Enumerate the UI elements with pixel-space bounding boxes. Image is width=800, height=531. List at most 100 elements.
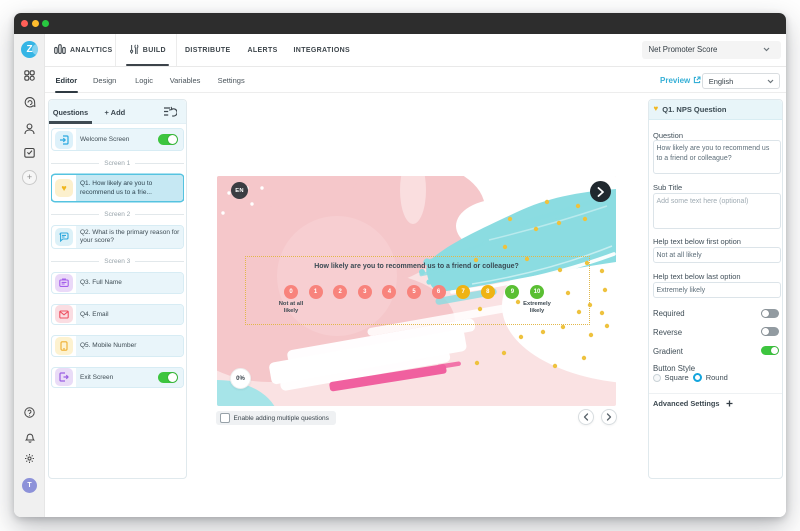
build-icon	[129, 44, 139, 57]
questions-panel: Questions + Add Welcome Screen Screen 1 ♥ Q…	[47, 99, 187, 479]
question-card-body: Exit Screen	[76, 367, 183, 387]
window-titlebar	[14, 13, 786, 34]
prev-page-button[interactable]	[578, 409, 595, 426]
tab-editor[interactable]: Editor	[54, 67, 79, 93]
language-badge[interactable]: EN	[231, 182, 248, 199]
radio-round[interactable]	[692, 373, 702, 383]
nps-button-4[interactable]: 4	[382, 285, 397, 299]
add-icon[interactable]: +	[14, 169, 45, 185]
app-window: Z	[14, 13, 786, 517]
question-card[interactable]: Q3. Full Name	[51, 272, 184, 294]
question-card[interactable]: Exit Screen	[51, 366, 184, 388]
add-question-button[interactable]: + Add	[104, 107, 126, 117]
person-icon[interactable]	[14, 122, 45, 135]
tab-logic[interactable]: Logic	[135, 75, 154, 85]
nps-button-8[interactable]: 8	[480, 285, 495, 299]
phone-icon	[55, 336, 73, 355]
nps-button-1[interactable]: 1	[308, 285, 323, 299]
nps-button-7[interactable]: 7	[456, 285, 471, 299]
next-page-button[interactable]	[600, 409, 617, 426]
nps-button-5[interactable]: 5	[407, 285, 421, 299]
nav-item-alerts[interactable]: ALERTS	[248, 34, 278, 66]
screen-divider-label: Screen 2	[104, 210, 131, 218]
nav-item-analytics[interactable]: ANALYTICS	[54, 34, 113, 66]
question-card-label: Q2. What is the primary reason for your …	[80, 228, 180, 245]
apps-grid-icon[interactable]	[14, 70, 45, 82]
question-icon-cell	[52, 226, 76, 248]
question-card-label: Q1. How likely are you to recommend us t…	[80, 180, 153, 196]
heart-icon: ♥	[653, 104, 659, 114]
divider-line	[135, 260, 184, 262]
question-card[interactable]: ♥ Q1. How likely are you to recommend us …	[51, 174, 184, 202]
brand-logo[interactable]: Z	[14, 41, 45, 58]
zoom-window-button[interactable]	[41, 19, 49, 27]
multiple-questions-checkbox[interactable]	[220, 413, 230, 423]
tab-design[interactable]: Design	[93, 75, 117, 85]
reorder-questions-icon[interactable]	[163, 105, 178, 123]
nps-button-6[interactable]: 6	[431, 285, 446, 299]
help-last-label: Help text below last option	[653, 271, 741, 281]
nav-separator	[115, 34, 116, 66]
question-list: Welcome Screen Screen 1 ♥ Q1. How likely ar…	[51, 128, 184, 476]
screen-divider-label: Screen 3	[104, 257, 131, 265]
help-last-input[interactable]: Extremely likely	[652, 282, 781, 298]
questions-tab-underline	[49, 121, 92, 124]
question-label: Question	[653, 130, 684, 140]
advanced-settings[interactable]: Advanced Settings	[653, 399, 733, 408]
close-window-button[interactable]	[20, 19, 28, 27]
gradient-toggle[interactable]	[760, 346, 779, 356]
question-icon-cell	[52, 273, 76, 293]
nps-button-0[interactable]: 0	[284, 285, 298, 299]
survey-preview-canvas: How likely are you to recommend us to a …	[217, 176, 616, 406]
question-card[interactable]: Q2. What is the primary reason for your …	[51, 225, 184, 249]
question-card-body: Q5. Mobile Number	[76, 336, 183, 356]
active-tab-underline	[54, 91, 79, 93]
tab-settings[interactable]: Settings	[217, 75, 245, 85]
preview-question-text: How likely are you to recommend us to a …	[314, 262, 519, 270]
gear-icon[interactable]	[14, 453, 45, 465]
tasks-icon[interactable]	[14, 147, 45, 159]
divider-line	[135, 213, 184, 215]
nav-item-build[interactable]: BUILD	[129, 34, 166, 66]
tab-questions[interactable]: Questions	[52, 107, 89, 117]
preview-link[interactable]: Preview	[660, 67, 701, 93]
survey-selector[interactable]: Net Promoter Score	[641, 40, 781, 59]
question-toggle[interactable]	[157, 134, 178, 145]
avatar[interactable]: T	[14, 477, 45, 493]
reverse-label: Reverse	[653, 327, 683, 337]
language-selector[interactable]: English	[701, 73, 781, 90]
subtitle-label: Sub Title	[653, 183, 683, 193]
question-card[interactable]: Q5. Mobile Number	[51, 335, 184, 357]
nps-button-3[interactable]: 3	[357, 285, 372, 299]
question-input[interactable]: How likely are you to recommend us to a …	[652, 139, 781, 175]
question-card[interactable]: Welcome Screen	[51, 128, 184, 151]
next-question-button[interactable]	[590, 181, 611, 202]
help-first-input[interactable]: Not at all likely	[652, 246, 781, 263]
toggle-knob	[167, 372, 177, 382]
nav-item-integrations[interactable]: INTEGRATIONS	[294, 34, 351, 66]
bell-icon[interactable]	[14, 431, 45, 443]
radio-square[interactable]	[652, 373, 661, 382]
required-label: Required	[653, 309, 685, 319]
preview-label: Preview	[660, 75, 691, 85]
nps-button-10[interactable]: 10	[530, 285, 544, 299]
toggle-knob	[761, 328, 769, 336]
question-card-label: Welcome Screen	[80, 136, 130, 143]
subtitle-input[interactable]: Add some text here (optional)	[652, 193, 781, 230]
minimize-window-button[interactable]	[31, 19, 39, 27]
reverse-toggle[interactable]	[760, 327, 779, 337]
progress-badge: 0%	[230, 368, 251, 389]
question-toggle[interactable]	[157, 371, 178, 383]
nps-button-9[interactable]: 9	[505, 285, 520, 299]
nps-button-2[interactable]: 2	[333, 285, 348, 299]
nav-item-distribute[interactable]: DISTRIBUTE	[185, 34, 231, 66]
external-link-icon	[694, 76, 701, 84]
question-card[interactable]: Q4. Email	[51, 303, 184, 325]
help-icon[interactable]	[14, 407, 45, 419]
required-toggle[interactable]	[760, 308, 779, 318]
selection-rect	[245, 256, 590, 325]
nav-item-label: ANALYTICS	[70, 46, 113, 54]
chat-icon[interactable]	[14, 97, 45, 109]
question-card-body: Welcome Screen	[76, 129, 183, 150]
tab-variables[interactable]: Variables	[169, 75, 201, 85]
